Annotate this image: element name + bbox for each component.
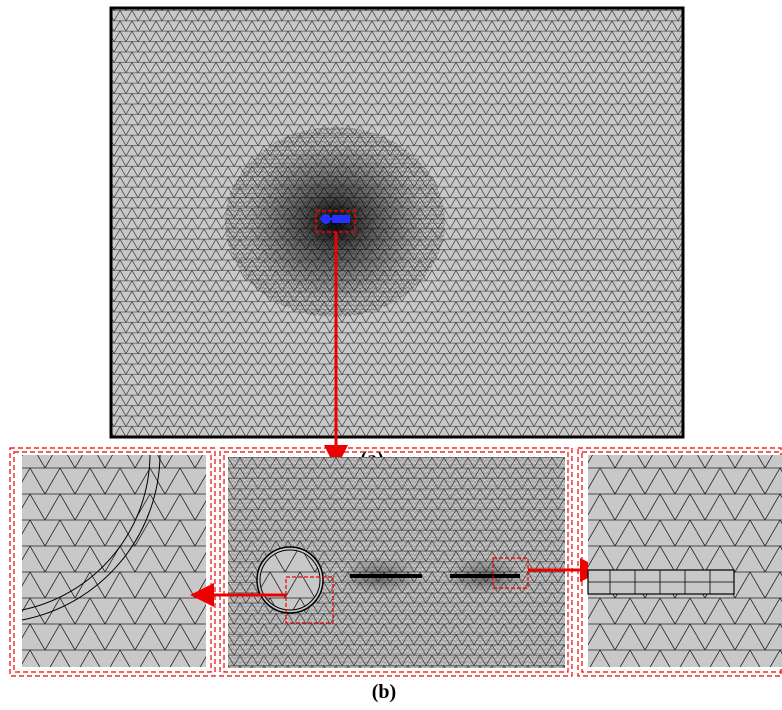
mesh-a <box>109 6 685 469</box>
panel-label: (b) <box>372 681 396 703</box>
mesh-b <box>9 447 782 677</box>
